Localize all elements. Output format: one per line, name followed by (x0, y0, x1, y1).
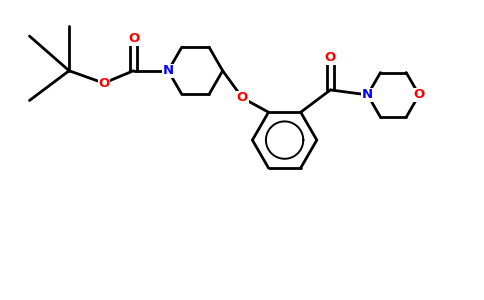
Text: O: O (98, 76, 109, 90)
Text: O: O (325, 51, 336, 64)
Text: N: N (163, 64, 174, 77)
Text: O: O (237, 92, 248, 104)
Text: O: O (413, 88, 425, 101)
Text: N: N (163, 64, 174, 77)
Text: N: N (362, 88, 373, 101)
Text: N: N (362, 88, 373, 101)
Text: O: O (128, 32, 139, 45)
